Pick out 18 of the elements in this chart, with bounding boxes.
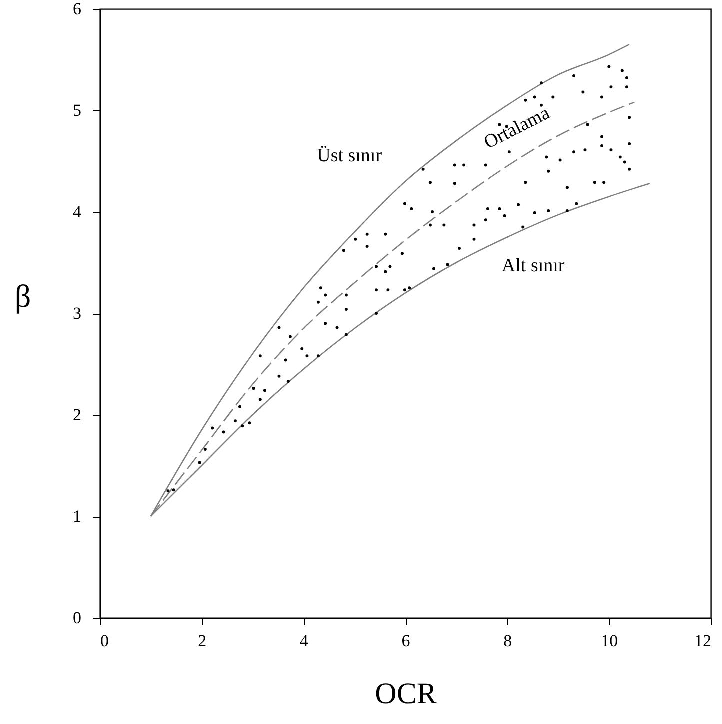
y-tick-label: 1 [73,507,82,526]
x-axis-title: OCR [375,678,437,710]
y-tick-label: 6 [73,0,82,18]
y-tick-label: 5 [73,101,82,120]
x-tick-label: 6 [402,632,410,650]
x-tick-label: 10 [601,632,618,650]
y-tick-label: 0 [73,608,82,628]
y-axis-title: β [14,278,32,314]
y-tick-label: 3 [73,304,82,323]
x-tick-label: 0 [100,632,109,650]
x-tick-label: 4 [300,632,309,650]
x-tick-label: 12 [694,632,712,650]
x-tick-label: 8 [504,632,512,650]
x-tick-label: 2 [198,632,207,650]
y-tick-label: 2 [73,406,82,424]
y-tick-label: 4 [73,202,82,222]
series-label: Üst sınır [317,145,383,166]
series-label: Alt sınır [502,255,566,276]
